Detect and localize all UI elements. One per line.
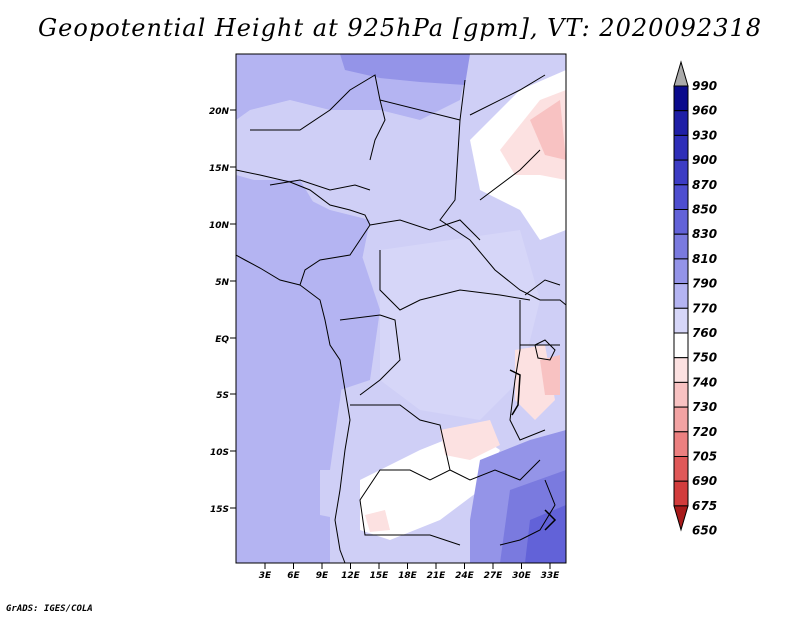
field-southeast-deep: [525, 505, 566, 563]
colorbar-label: 750: [692, 351, 717, 365]
field-atlantic-patch: [320, 470, 350, 520]
longitude-axis: 3E 6E 9E 12E 15E 18E 21E 24E 27E 30E 33E: [259, 563, 560, 581]
colorbar-swatch: [673, 480, 689, 507]
colorbar-label: 760: [692, 326, 717, 340]
map-frame: [235, 53, 567, 564]
lat-label: 15N: [209, 164, 230, 174]
colorbar-swatch: [673, 381, 689, 408]
lat-label: 10S: [210, 448, 229, 458]
colorbar-label: 730: [692, 400, 717, 414]
colorbar-swatch: [673, 85, 689, 112]
lat-label: 20N: [209, 107, 230, 117]
colorbar-label: 770: [692, 301, 717, 315]
border-angola: [350, 404, 461, 546]
lat-label: 5S: [216, 391, 229, 401]
border-rift: [509, 300, 546, 441]
colorbar-swatch: [673, 431, 689, 457]
colorbar-swatch: [673, 332, 689, 359]
colorbar: 990 960 930 900 870 850 830 810 790 770 760 750 740 7…: [673, 60, 717, 538]
colorbar-swatch: [673, 233, 689, 260]
lon-label: 30E: [512, 571, 532, 581]
border-car: [369, 219, 481, 241]
colorbar-label: 705: [692, 450, 717, 464]
latitude-axis: 20N 15N 10N 5N EQ 5S 10S 15S: [209, 107, 236, 515]
colorbar-bottom-arrow: [673, 505, 689, 532]
colorbar-swatch: [673, 307, 689, 334]
colorbar-label: 740: [692, 375, 717, 389]
border-zambia: [449, 459, 541, 481]
colorbar-label: 650: [692, 524, 717, 538]
border-drc-north: [379, 250, 531, 311]
height-field: [236, 54, 566, 563]
colorbar-label: 690: [692, 474, 717, 488]
lon-label: 33E: [541, 571, 561, 581]
coastline-west: [236, 169, 371, 563]
lat-label: EQ: [215, 335, 229, 345]
field-sahara-core: [340, 54, 470, 85]
colorbar-swatch: [673, 357, 689, 383]
field-congo-core: [420, 280, 510, 380]
lon-label: 9E: [316, 571, 329, 581]
lon-label: 6E: [287, 571, 300, 581]
lake-victoria: [534, 339, 556, 361]
coastline-guinea: [236, 254, 301, 286]
field-horn-core: [530, 100, 566, 160]
colorbar-swatch: [673, 283, 689, 309]
field-west-africa: [236, 175, 370, 270]
colorbar-label: 930: [692, 128, 717, 142]
colorbar-swatch: [673, 456, 689, 482]
border-mozambique: [499, 479, 556, 546]
colorbar-label: 790: [692, 277, 717, 291]
border-sahel: [250, 74, 386, 161]
colorbar-swatch: [673, 159, 689, 186]
lon-label: 15E: [370, 571, 390, 581]
lon-label: 21E: [427, 571, 447, 581]
colorbar-swatch: [673, 209, 689, 235]
border-kenya: [540, 299, 566, 306]
colorbar-label: 830: [692, 227, 717, 241]
colorbar-label: 850: [692, 203, 717, 217]
border-ethiopia: [479, 149, 541, 201]
lon-label: 27E: [484, 571, 504, 581]
lake-malawi: [544, 509, 557, 531]
map-title: Geopotential Height at 925hPa [gpm], VT:…: [38, 14, 762, 42]
colorbar-label: 675: [692, 499, 717, 513]
lat-label: 5N: [215, 278, 229, 288]
border-egypt: [469, 74, 546, 116]
lon-label: 12E: [341, 571, 361, 581]
border-niger: [269, 179, 371, 191]
lon-label: 24E: [455, 571, 475, 581]
colorbar-label: 870: [692, 178, 717, 192]
country-borders: [236, 74, 566, 563]
colorbar-label: 990: [692, 79, 717, 93]
colorbar-swatch: [673, 134, 689, 161]
colorbar-swatch: [673, 258, 689, 285]
field-lakes-core: [540, 355, 560, 395]
colorbar-top-arrow: [673, 60, 689, 87]
colorbar-label: 960: [692, 104, 717, 118]
lat-label: 15S: [210, 505, 229, 515]
colorbar-swatch: [673, 184, 689, 211]
border-sudan: [439, 119, 541, 301]
lon-label: 3E: [259, 571, 272, 581]
lon-label: 18E: [398, 571, 418, 581]
field-south-pink: [440, 420, 500, 460]
lake-tanganyika: [509, 369, 521, 416]
field-angola-pink: [365, 510, 390, 532]
colorbar-label: 720: [692, 425, 717, 439]
colorbar-swatch: [673, 110, 689, 136]
border-congo: [339, 314, 401, 396]
colorbar-label: 900: [692, 153, 717, 167]
border-uganda: [524, 279, 561, 296]
colorbar-swatch: [673, 406, 689, 433]
lat-label: 10N: [209, 221, 230, 231]
grads-credit: GrADS: IGES/COLA: [6, 604, 93, 614]
colorbar-label: 810: [692, 252, 717, 266]
